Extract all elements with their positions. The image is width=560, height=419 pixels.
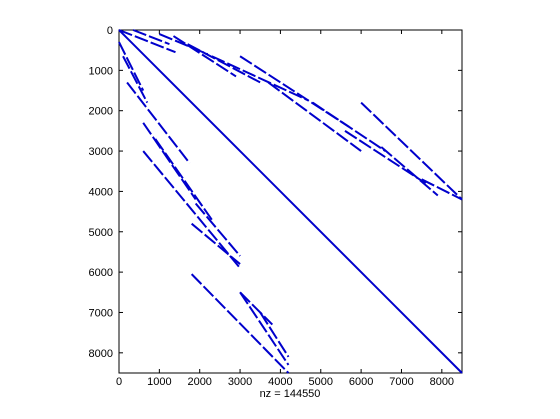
nonzero-band <box>259 311 290 358</box>
nonzero-band <box>118 29 176 54</box>
nonzero-band <box>239 291 274 326</box>
nonzero-band <box>118 41 145 91</box>
y-tick-label: 0 <box>107 25 113 37</box>
x-tick-label: 7000 <box>389 376 413 388</box>
nonzero-band <box>239 291 290 366</box>
nonzero-band <box>190 273 290 374</box>
x-tick-label: 6000 <box>349 376 373 388</box>
nonzero-band <box>211 55 310 102</box>
nonzero-band <box>360 101 463 201</box>
nonzero-band <box>312 101 386 152</box>
x-tick-label: 4000 <box>268 376 292 388</box>
x-tick-label: 0 <box>116 376 122 388</box>
nonzero-band <box>142 122 197 201</box>
x-tick-label: 5000 <box>309 376 333 388</box>
y-tick-label: 6000 <box>89 267 113 279</box>
nonzero-band <box>122 55 149 104</box>
nonzero-band <box>118 29 463 374</box>
y-tick-label: 8000 <box>89 348 113 360</box>
y-tick-label: 4000 <box>89 186 113 198</box>
y-tick-label: 3000 <box>89 146 113 158</box>
nonzero-band <box>421 178 463 201</box>
nonzero-band <box>172 35 237 78</box>
x-tick-label: 2000 <box>187 376 211 388</box>
y-tick-label: 1000 <box>89 65 113 77</box>
nonzero-band <box>194 202 241 257</box>
x-tick-label: 8000 <box>430 376 454 388</box>
nonzero-band <box>132 29 170 46</box>
nonzero-band <box>126 81 191 164</box>
x-axis-label: nz = 144550 <box>260 388 321 400</box>
nonzero-band <box>187 43 261 84</box>
nonzero-band <box>190 222 241 265</box>
nonzero-band <box>267 81 362 152</box>
nonzero-band <box>380 146 439 197</box>
x-tick-label: 3000 <box>228 376 252 388</box>
y-tick-label: 7000 <box>89 307 113 319</box>
nonzero-band <box>142 150 241 269</box>
y-tick-label: 5000 <box>89 227 113 239</box>
y-tick-label: 2000 <box>89 106 113 118</box>
x-tick-label: 1000 <box>147 376 171 388</box>
